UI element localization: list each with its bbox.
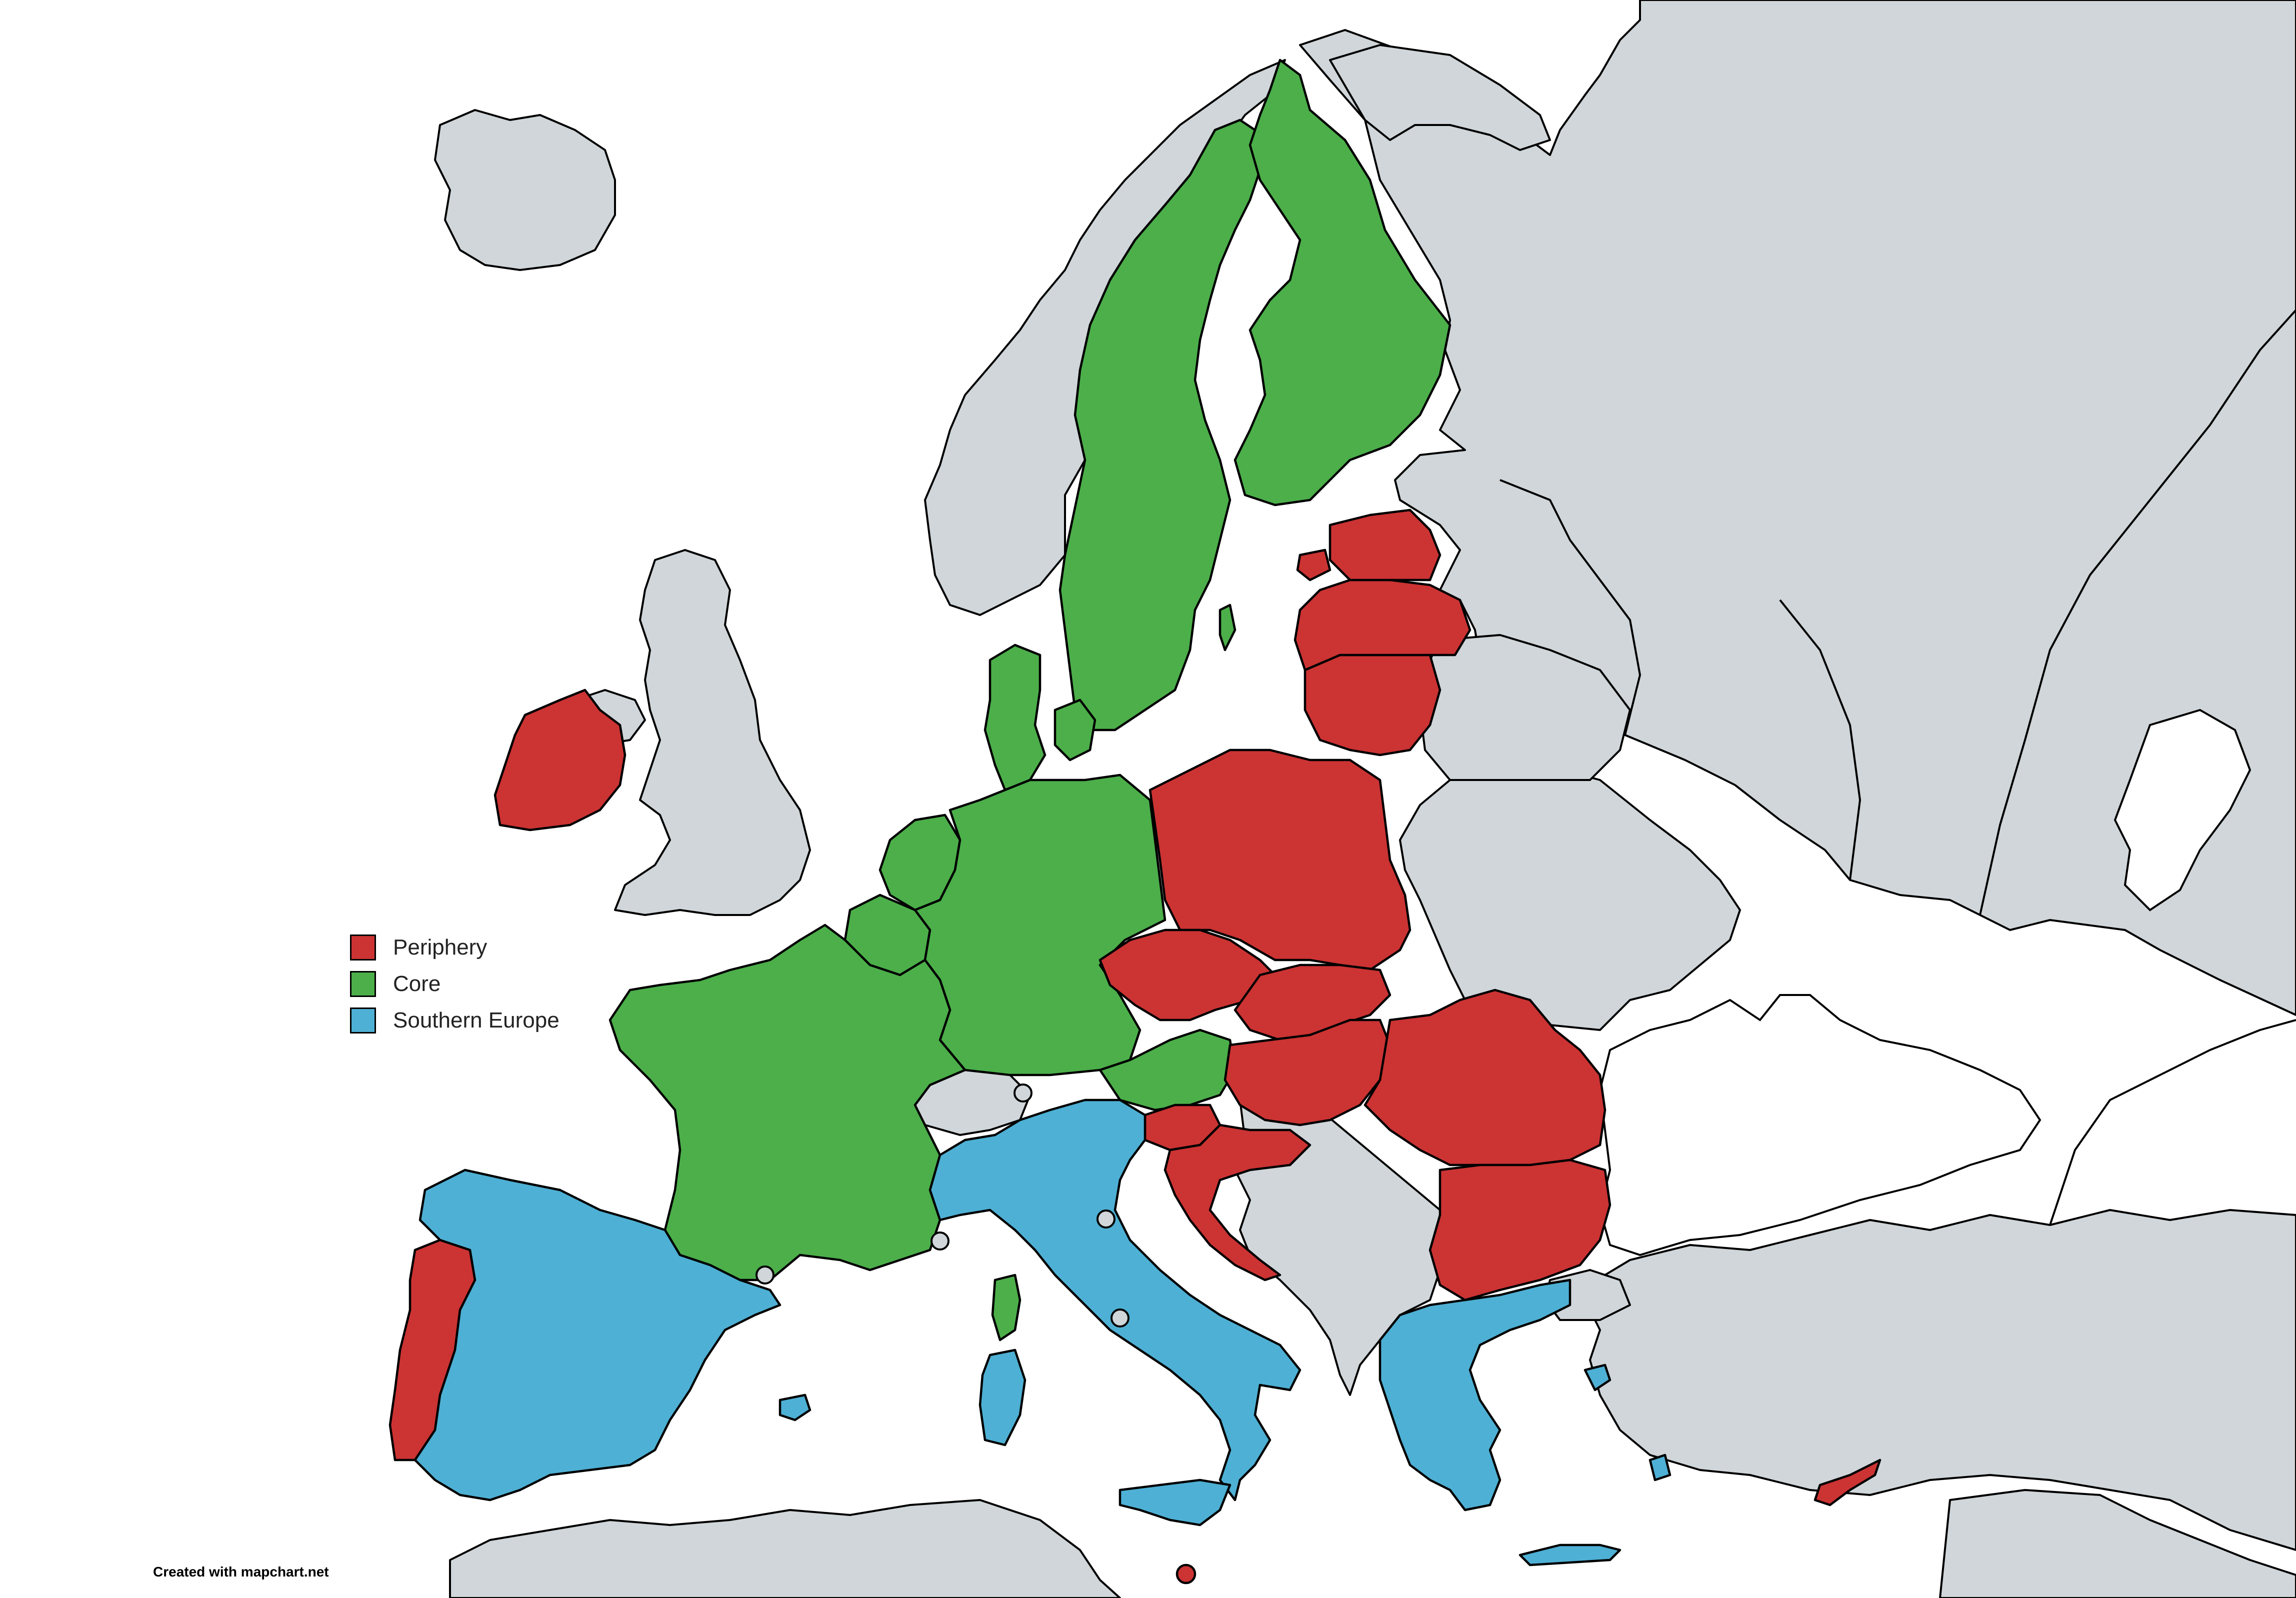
southern-europe-countries: [414, 1098, 1672, 1566]
andorra: [756, 1266, 774, 1284]
san-marino: [1096, 1210, 1116, 1228]
ireland: [494, 688, 626, 832]
bulgaria: [1428, 1158, 1612, 1302]
legend-label-core: Core: [393, 971, 441, 996]
denmark-zealand: [1054, 698, 1096, 762]
sweden: [1058, 118, 1272, 732]
romania: [1364, 988, 1606, 1166]
liechtenstein: [1014, 1084, 1032, 1102]
saaremaa: [1296, 548, 1332, 582]
italy: [928, 1098, 1302, 1502]
vatican: [1110, 1308, 1130, 1328]
corsica: [991, 1274, 1022, 1342]
germany: [914, 774, 1166, 1076]
periphery-countries: [388, 508, 1882, 1584]
credit-text: Created with mapchart.net: [153, 1564, 329, 1580]
spain: [414, 1168, 782, 1502]
map-legend: Periphery Core Southern Europe: [350, 929, 560, 1038]
legend-item-periphery: Periphery: [350, 929, 560, 966]
hungary: [1224, 1018, 1392, 1126]
lesbos: [1584, 1364, 1612, 1392]
legend-swatch-core: [350, 970, 376, 997]
greece: [1378, 1278, 1572, 1512]
denmark: [984, 644, 1046, 792]
other-land: [434, 0, 2296, 1598]
finland: [1234, 58, 1452, 506]
mallorca: [778, 1394, 812, 1422]
sicily: [1118, 1478, 1232, 1526]
estonia: [1328, 508, 1442, 582]
legend-swatch-periphery: [350, 934, 376, 960]
crete: [1518, 1544, 1622, 1566]
cyprus: [1814, 1458, 1882, 1506]
legend-item-southern-europe: Southern Europe: [350, 1002, 560, 1038]
microstates: [756, 1084, 1130, 1328]
sardinia: [978, 1348, 1026, 1446]
poland: [1148, 748, 1412, 972]
rhodes: [1648, 1454, 1672, 1482]
legend-item-core: Core: [350, 966, 560, 1002]
croatia: [1164, 1124, 1312, 1282]
legend-label-southern-europe: Southern Europe: [393, 1008, 560, 1032]
gotland: [1218, 604, 1236, 652]
core-countries: [608, 58, 1452, 1342]
malta: [1176, 1564, 1196, 1584]
legend-label-periphery: Periphery: [393, 934, 488, 960]
legend-swatch-southern-europe: [350, 1007, 376, 1034]
monaco: [930, 1232, 950, 1250]
